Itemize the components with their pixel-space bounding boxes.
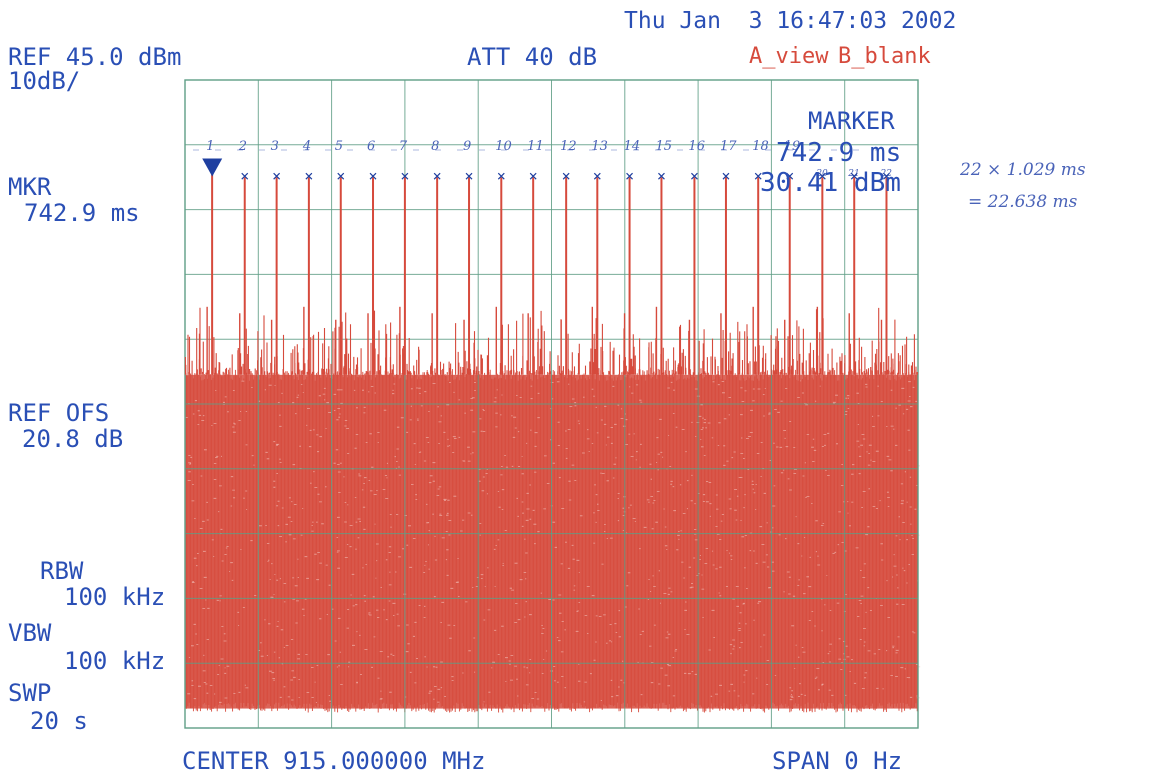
pulse-tick-mark: [465, 172, 473, 180]
pulse-number-label: 13: [591, 139, 608, 154]
attenuation-readout: ATT 40 dB: [467, 43, 598, 71]
rbw-label: RBW: [40, 557, 84, 585]
marker-readout-time: 742.9 ms: [776, 138, 902, 168]
marker-triangle-icon[interactable]: [202, 158, 223, 177]
pulse-number-label: 21: [847, 169, 859, 179]
pulse-tick-mark: [850, 172, 858, 180]
pulse-tick-mark: [883, 172, 890, 180]
swp-value: 20 s: [30, 707, 88, 735]
pulse-tick-mark: [593, 172, 601, 180]
pulse-number-label: 4: [302, 139, 311, 154]
pulse-number-label: 20: [815, 169, 828, 179]
datetime-readout: Thu Jan 3 16:47:03 2002: [624, 8, 957, 34]
pulse-tick-mark: [369, 172, 377, 180]
pulse-tick-marks: [241, 172, 890, 180]
pulse-number-label: 7: [399, 139, 408, 154]
pulse-tick-mark: [305, 172, 313, 180]
pulse-tick-mark: [754, 172, 762, 180]
swp-label: SWP: [8, 679, 52, 707]
noise-spike-cluster: [184, 307, 918, 375]
rbw-value: 100 kHz: [64, 583, 166, 611]
pulse-tick-mark: [722, 172, 730, 180]
pulse-tick-mark: [241, 172, 249, 180]
pulse-number-label: 9: [463, 139, 471, 154]
pulse-tick-mark: [818, 172, 826, 180]
pulse-number-label: 8: [431, 139, 439, 154]
span-readout: SPAN 0 Hz: [772, 747, 903, 775]
vbw-label: VBW: [8, 619, 52, 647]
trace-b-status: B_blank: [838, 44, 931, 69]
noise-floor: [184, 368, 921, 713]
pulse-number-label: 22: [879, 169, 892, 179]
marker-readout-title: MARKER: [808, 107, 895, 135]
noise-floor-speckle: [185, 380, 921, 703]
pulse-tick-mark: [562, 172, 570, 180]
trace-a-status: A_view: [749, 44, 829, 69]
pulse-series: [206, 174, 888, 375]
pulse-number-label: 3: [271, 139, 279, 154]
pulse-tick-mark: [626, 172, 633, 180]
scale-readout: 10dB/: [8, 67, 81, 95]
marker-readout-level: 30.41 dBm: [760, 168, 901, 198]
mkr-value: 742.9 ms: [24, 199, 140, 227]
pulse-number-label: 5: [335, 139, 343, 154]
ref-ofs-label: REF OFS: [8, 399, 110, 427]
pulse-number-label: 16: [688, 139, 705, 154]
pulse-tick-mark: [433, 172, 441, 180]
ref-level-readout: REF 45.0 dBm: [8, 43, 182, 71]
pulse-number-label: 12: [560, 139, 577, 154]
pulse-number-label: 18: [752, 139, 769, 154]
pulse-number-label: 15: [655, 139, 672, 154]
noise-spikes: [184, 307, 918, 375]
pulse-number-label: 11: [527, 139, 544, 154]
pulse-tick-mark: [273, 172, 281, 180]
vbw-value: 100 kHz: [64, 647, 166, 675]
pulse-number-label: 17: [720, 139, 737, 154]
pulse-number-label: 2: [238, 139, 247, 154]
pulse-tick-mark: [529, 172, 537, 180]
center-frequency-readout: CENTER 915.000000 MHz: [182, 747, 486, 775]
pulse-tick-mark: [691, 172, 698, 180]
handwritten-calc-line2: = 22.638 ms: [968, 192, 1078, 212]
ref-ofs-value: 20.8 dB: [22, 425, 124, 453]
pulse-number-label: 1: [206, 139, 214, 154]
pulse-tick-mark: [658, 172, 665, 180]
pulse-tick-mark: [401, 172, 409, 180]
mkr-label: MKR: [8, 173, 52, 201]
handwritten-calc-line1: 22 × 1.029 ms: [960, 160, 1086, 180]
pulse-number-label: 10: [495, 139, 512, 154]
pulse-tick-mark: [337, 172, 345, 180]
pulse-number-label: 14: [624, 139, 641, 154]
pulse-tick-mark: [786, 172, 794, 180]
pulse-tick-mark: [497, 172, 505, 180]
pulse-number-label: 6: [367, 139, 375, 154]
